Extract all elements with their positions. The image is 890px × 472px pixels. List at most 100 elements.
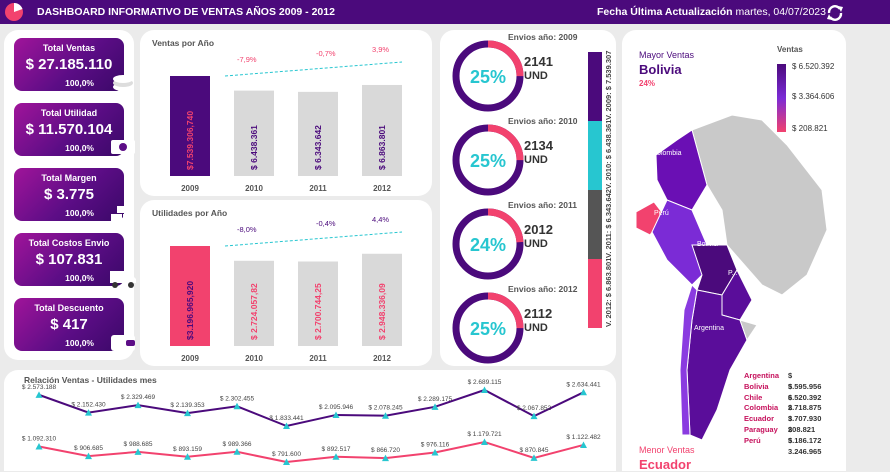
growth-label: -8,0% bbox=[237, 225, 257, 234]
kpi-percent: 100,0% bbox=[65, 78, 94, 88]
growth-label: -7,9% bbox=[237, 55, 257, 64]
bar-2009[interactable] bbox=[170, 76, 210, 176]
monthly-line-chart: $ 2.573.188 $ 2.152.430 $ 2.329.469 $ 2.139… bbox=[22, 379, 601, 466]
coins-icon bbox=[113, 75, 133, 91]
line-point[interactable] bbox=[580, 388, 587, 396]
year-strip bbox=[588, 259, 602, 328]
bar-2012[interactable] bbox=[362, 84, 402, 176]
line-point[interactable] bbox=[134, 448, 142, 455]
country-sales-list: Argentina $ 5.595.956 Bolivia $ 6.520.392 Ch… bbox=[744, 371, 821, 456]
country-value: $ 3.246.965 bbox=[788, 435, 822, 456]
bar-category-label: 2010 bbox=[245, 184, 263, 193]
line-point[interactable] bbox=[184, 453, 191, 460]
line-point[interactable] bbox=[233, 402, 241, 410]
map-label-paraguay: P... bbox=[728, 270, 738, 277]
line-point[interactable] bbox=[580, 441, 587, 448]
kpi-percent: 100,0% bbox=[65, 273, 94, 283]
refresh-icon[interactable] bbox=[824, 2, 846, 24]
kpi-value: $ 11.570.104 bbox=[25, 121, 113, 138]
kpi-card-total-costos-envio[interactable]: Total Costos Envio $ 107.831 100,0% bbox=[14, 233, 136, 288]
kpi-card-total-utilidad[interactable]: Total Utilidad $ 11.570.104 100,0% bbox=[14, 103, 135, 156]
bar-2009[interactable] bbox=[170, 246, 210, 346]
donut-count-unit: UND bbox=[524, 154, 548, 166]
donut-count-value: 2134 bbox=[524, 138, 553, 153]
kpi-value: $ 417 bbox=[50, 316, 88, 333]
line-point[interactable] bbox=[134, 401, 142, 409]
top-sales-pct: 24% bbox=[639, 79, 656, 88]
donut-percent: 25% bbox=[470, 67, 506, 87]
line-point[interactable] bbox=[382, 412, 389, 419]
line-point-label: $ 988.685 bbox=[124, 441, 153, 448]
bar-value-label: $ 6.863.801 bbox=[377, 125, 387, 170]
line-point[interactable] bbox=[431, 448, 439, 456]
country-value: $ 5.595.956 bbox=[788, 371, 822, 391]
bar-2011[interactable] bbox=[298, 261, 338, 346]
country-value: $ 3.707.930 bbox=[788, 403, 822, 424]
donut-segment bbox=[452, 124, 524, 196]
bar-value-label: $ 6.343.642 bbox=[313, 125, 323, 170]
kpi-card-total-margen[interactable]: Total Margen $ 3.775 100,0% bbox=[14, 168, 134, 221]
line-point[interactable] bbox=[332, 453, 340, 460]
line-point[interactable] bbox=[382, 454, 389, 462]
map-card: Mayor Ventas Bolivia 24% Ventas $ 6.520.… bbox=[622, 30, 846, 472]
bar-2010[interactable] bbox=[234, 260, 274, 346]
map-label-bolivia: Bolivia bbox=[697, 241, 718, 248]
line-point[interactable] bbox=[431, 403, 439, 410]
line-point-label: $ 2.634.441 bbox=[566, 381, 601, 388]
line-point[interactable] bbox=[481, 386, 488, 394]
donut-chart-2010: 25% bbox=[452, 124, 524, 196]
map-label-colombia: Colombia bbox=[652, 150, 682, 157]
year-strip bbox=[588, 121, 602, 190]
donut-count-unit: UND bbox=[524, 238, 548, 250]
line-point[interactable] bbox=[332, 411, 340, 418]
line-point[interactable] bbox=[85, 409, 92, 416]
kpi-card-total-descuento[interactable]: Total Descuento $ 417 100,0% bbox=[14, 298, 135, 351]
kpi-card-total-ventas[interactable]: Total Ventas $ 27.185.110 100,0% bbox=[14, 38, 133, 91]
map-region-colombia[interactable] bbox=[655, 129, 708, 211]
donut-count: 2134 UND bbox=[524, 138, 553, 168]
growth-label: -0,4% bbox=[316, 219, 336, 228]
country-value: $ 5.186.172 bbox=[788, 424, 822, 445]
year-strip-label: V. 2012: $ 6.863.801 bbox=[604, 257, 613, 327]
top-sales-country: Bolivia bbox=[639, 62, 682, 77]
map-label-argentina: Argentina bbox=[694, 325, 724, 332]
country-name: Colombia bbox=[744, 403, 779, 413]
profit-by-year-card: Utilidades por Año $3.196.965,920 2009 $ 2… bbox=[140, 200, 432, 366]
line-point[interactable] bbox=[530, 412, 538, 420]
line-point-label: $ 791.600 bbox=[272, 451, 301, 458]
line-point[interactable] bbox=[283, 458, 290, 466]
line-point-label: $ 2.078.245 bbox=[368, 405, 403, 412]
bar-2012[interactable] bbox=[362, 253, 402, 346]
donut-title: Envios año: 2012 bbox=[508, 284, 578, 294]
growth-label: 4,4% bbox=[372, 215, 389, 224]
bar-category-label: 2011 bbox=[309, 184, 327, 193]
country-row-colombia: Colombia $ 3.707.930 bbox=[744, 403, 821, 423]
line-point[interactable] bbox=[35, 391, 43, 398]
donut-percent: 24% bbox=[470, 235, 506, 255]
map-region-uruguay[interactable] bbox=[739, 319, 758, 342]
year-strip-label: V. 2011: $ 6.343.642 bbox=[604, 189, 613, 258]
sales-bar-chart: $7.539.306,740 2009 $ 6.438.361 2010 $ 6.343… bbox=[170, 45, 403, 193]
shipments-card bbox=[440, 30, 616, 366]
donut-percent: 25% bbox=[470, 319, 506, 339]
line-point[interactable] bbox=[283, 422, 290, 430]
kpi-percent: 100,0% bbox=[65, 338, 94, 348]
legend-title: Ventas bbox=[777, 45, 803, 54]
line-point[interactable] bbox=[530, 454, 538, 461]
chart-logo-icon bbox=[5, 2, 23, 21]
map-region-chile[interactable] bbox=[679, 284, 698, 436]
donut-segment bbox=[452, 292, 524, 364]
map-region-north[interactable] bbox=[691, 114, 828, 296]
line-point[interactable] bbox=[85, 452, 92, 460]
country-row-ecuador: Ecuador $ 208.821 bbox=[744, 414, 815, 434]
bar-2011[interactable] bbox=[298, 91, 338, 176]
line-point[interactable] bbox=[233, 448, 241, 455]
line-point[interactable] bbox=[481, 438, 488, 446]
donut-count: 2012 UND bbox=[524, 222, 553, 252]
bar-2010[interactable] bbox=[234, 90, 274, 176]
line-point[interactable] bbox=[184, 409, 191, 417]
growth-label: -0,7% bbox=[316, 49, 336, 58]
bottom-sales-country: Ecuador bbox=[639, 457, 692, 472]
line-point[interactable] bbox=[35, 443, 43, 450]
line-point-label: $ 976.116 bbox=[421, 441, 450, 448]
